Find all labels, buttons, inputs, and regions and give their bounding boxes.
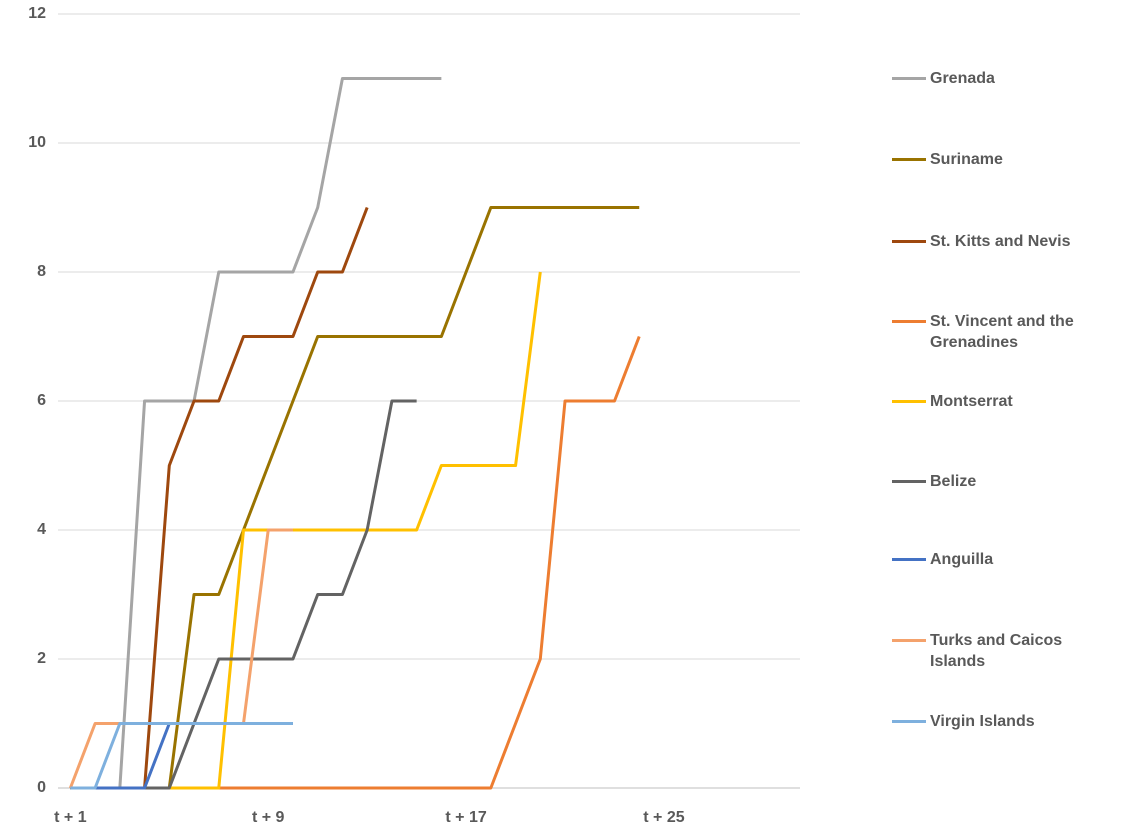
y-tick-label: 6 xyxy=(37,392,46,409)
x-tick-label: t + 1 xyxy=(54,809,87,826)
legend-item: St. Vincent and the Grenadines xyxy=(892,311,1122,353)
legend-swatch xyxy=(892,77,926,80)
legend-item: Montserrat xyxy=(892,391,1122,412)
legend-label: St. Kitts and Nevis xyxy=(930,233,1071,250)
legend-swatch xyxy=(892,400,926,403)
y-tick-label: 12 xyxy=(28,5,46,22)
y-tick-label: 10 xyxy=(28,134,46,151)
series-line xyxy=(70,206,369,790)
series-line xyxy=(70,77,442,790)
legend-label: Anguilla xyxy=(930,551,994,568)
legend-label: Turks and Caicos Islands xyxy=(930,632,1063,670)
legend-item: Anguilla xyxy=(892,549,1122,570)
legend-item: Suriname xyxy=(892,149,1122,170)
legend-item: Virgin Islands xyxy=(892,711,1122,732)
legend-swatch xyxy=(892,558,926,561)
x-tick-label: t + 9 xyxy=(252,809,285,826)
legend-swatch xyxy=(892,158,926,161)
legend-swatch xyxy=(892,720,926,723)
legend-swatch xyxy=(892,639,926,642)
y-tick-label: 2 xyxy=(37,650,46,667)
legend-swatch xyxy=(892,480,926,483)
legend-label: Montserrat xyxy=(930,393,1013,410)
legend-label: St. Vincent and the Grenadines xyxy=(930,313,1074,351)
legend-label: Belize xyxy=(930,473,977,490)
legend-item: Belize xyxy=(892,471,1122,492)
y-tick-label: 0 xyxy=(37,779,46,796)
legend-item: Turks and Caicos Islands xyxy=(892,630,1122,672)
y-tick-label: 4 xyxy=(37,521,46,538)
series-line xyxy=(70,206,640,790)
legend-item: Grenada xyxy=(892,68,1122,89)
legend-label: Virgin Islands xyxy=(930,713,1035,730)
legend-swatch xyxy=(892,240,926,243)
legend-swatch xyxy=(892,320,926,323)
series-line xyxy=(70,722,293,790)
y-tick-label: 8 xyxy=(37,263,46,280)
legend-label: Grenada xyxy=(930,70,995,87)
legend-item: St. Kitts and Nevis xyxy=(892,231,1122,252)
x-tick-label: t + 17 xyxy=(445,809,486,826)
x-tick-label: t + 25 xyxy=(643,809,684,826)
legend-label: Suriname xyxy=(930,151,1003,168)
